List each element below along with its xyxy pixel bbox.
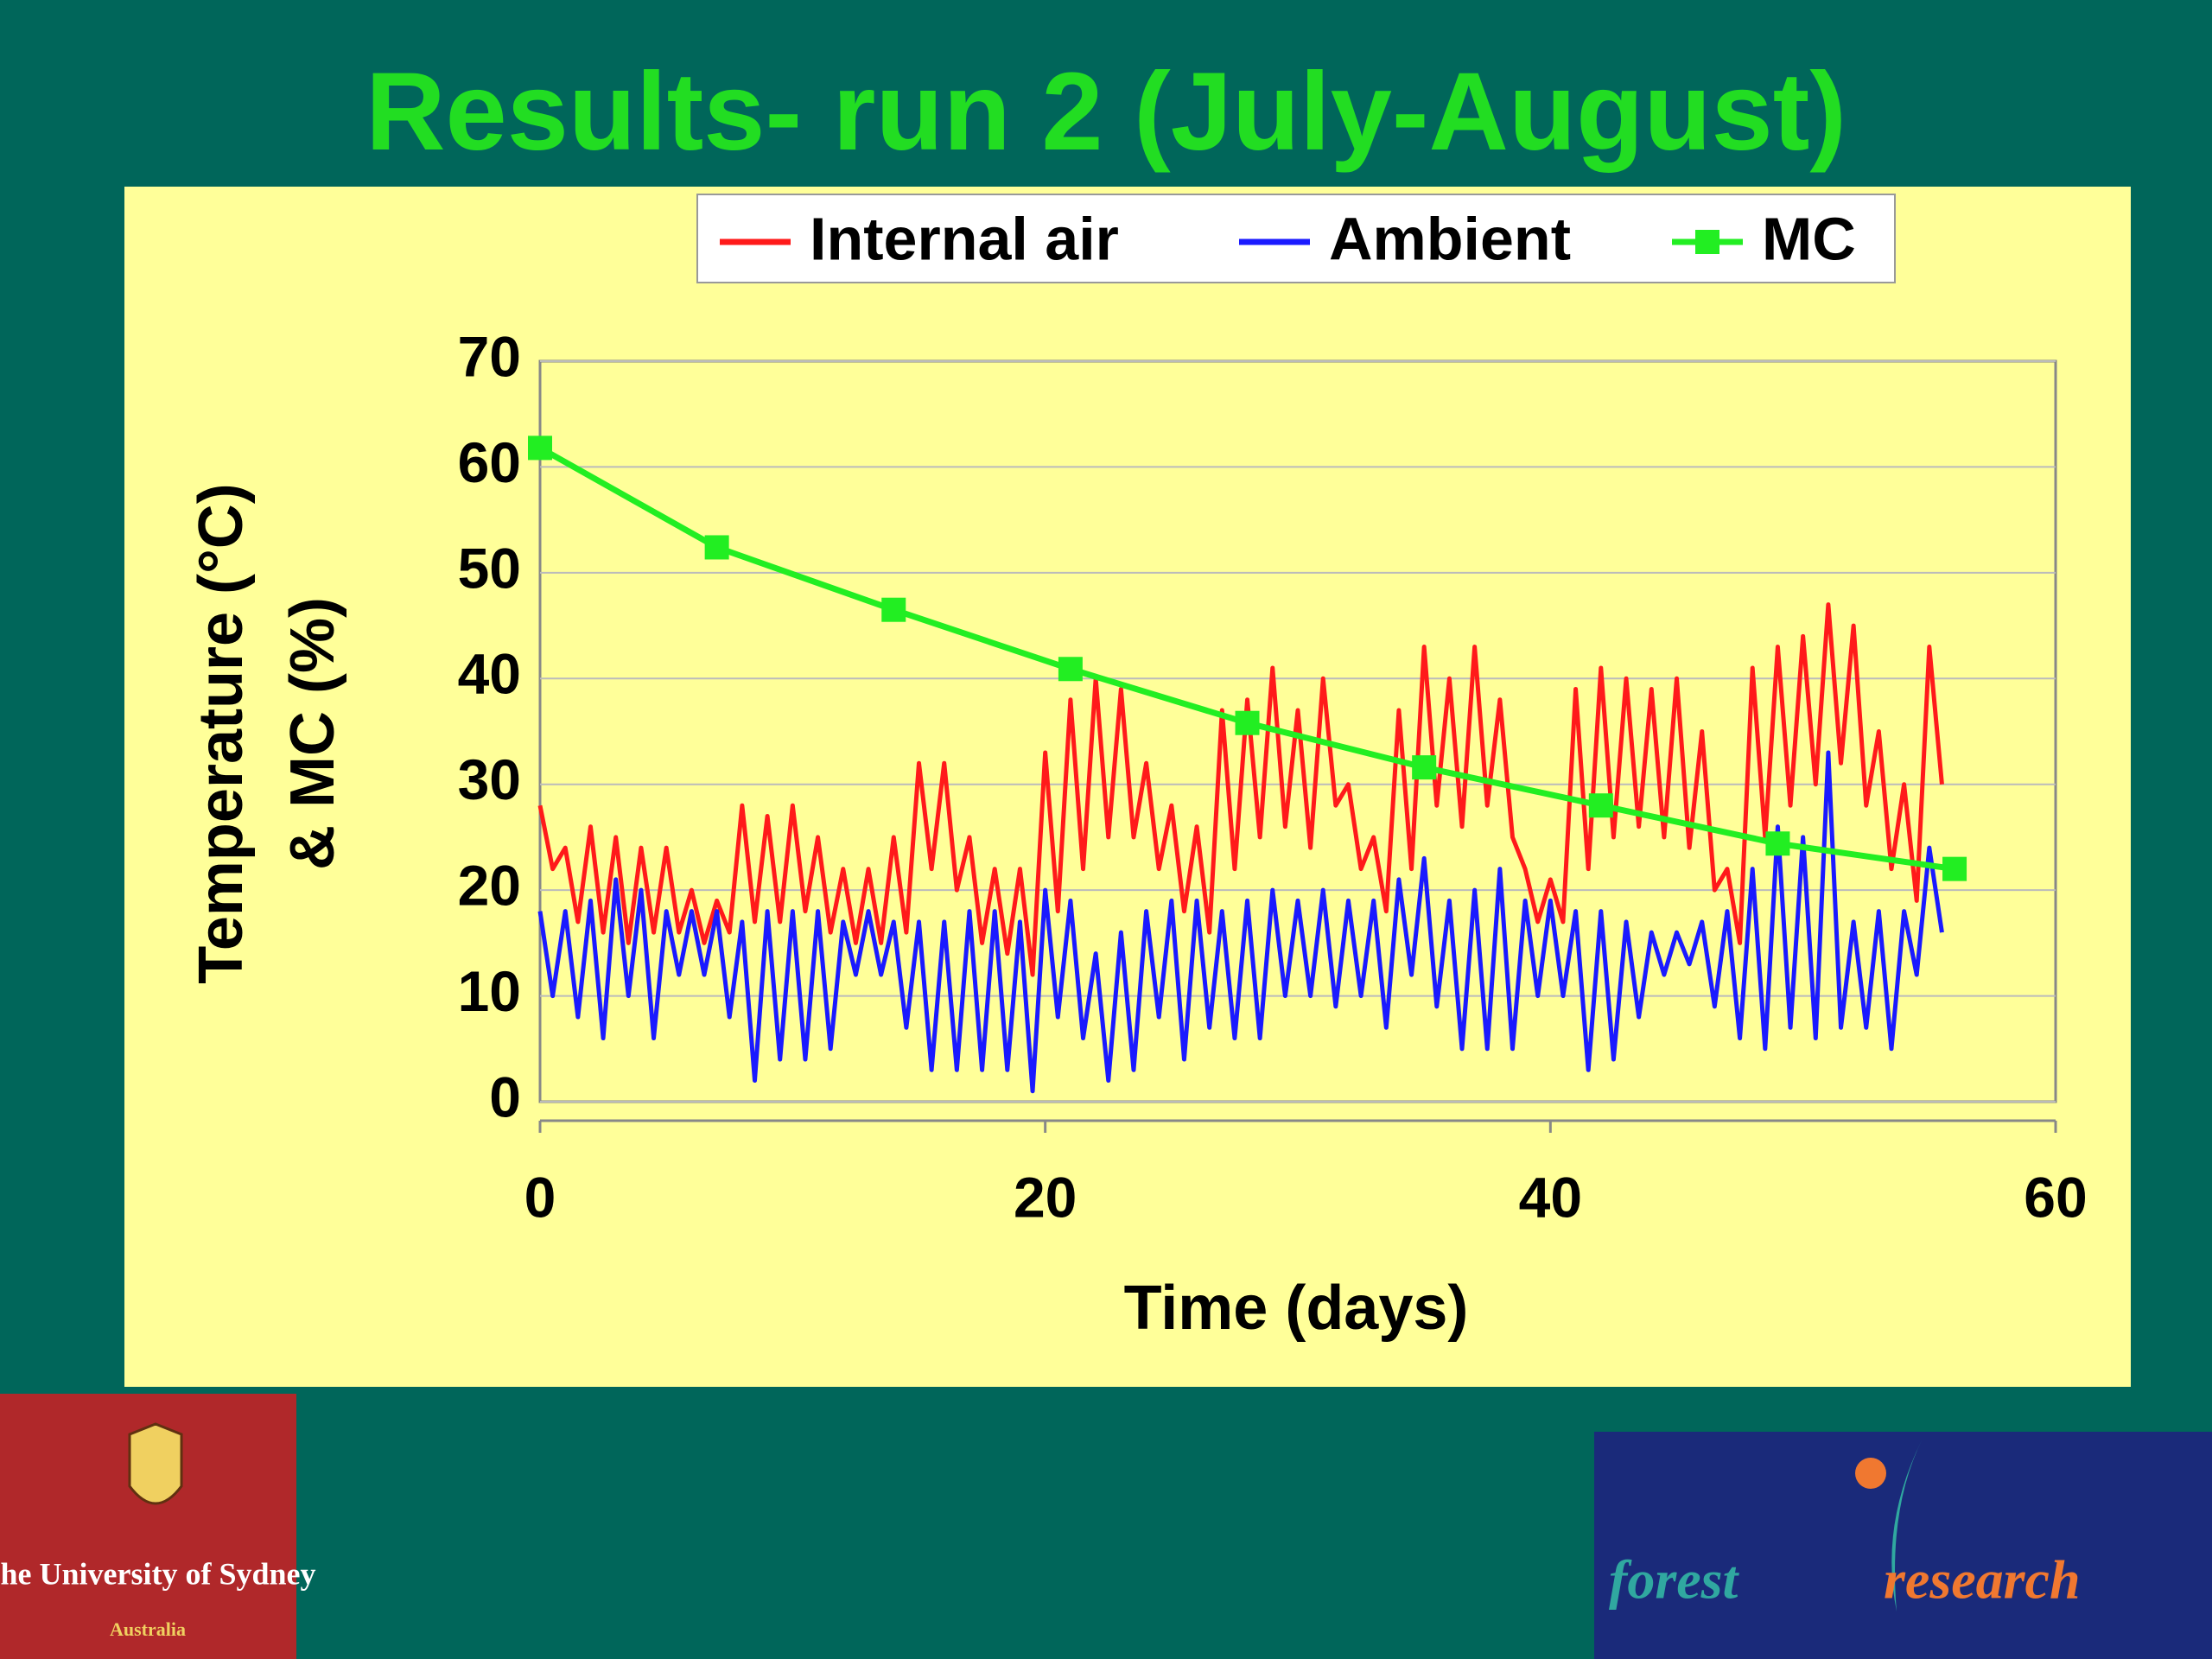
logo-background <box>1594 1432 2212 1659</box>
crest <box>128 1422 183 1505</box>
logo-figure <box>1855 1458 1886 1489</box>
forest-logo: forest research <box>1594 1432 2212 1659</box>
logo-text: The University of Sydney <box>0 1556 316 1591</box>
marker <box>528 435 552 461</box>
y-tick-label: 10 <box>458 959 521 1023</box>
slide-title: Results- run 2 (July-August) <box>365 50 1847 174</box>
x-tick-label: 40 <box>1519 1165 1582 1229</box>
y-tick-label: 40 <box>458 642 521 706</box>
y-tick-label: 0 <box>489 1065 521 1128</box>
y-axis-title: & MC (%) <box>278 597 347 870</box>
marker <box>881 597 906 622</box>
y-tick-label: 20 <box>458 854 521 918</box>
legend-label: MC <box>1762 205 1856 272</box>
marker <box>1235 710 1260 735</box>
series-line <box>537 602 1944 977</box>
legend-label: Internal air <box>810 205 1119 272</box>
y-axis-title: Temperature (°C) <box>187 483 256 984</box>
logo-text: forest <box>1609 1549 1740 1611</box>
x-tick-label: 20 <box>1014 1165 1077 1229</box>
x-tick-label: 60 <box>2024 1165 2087 1229</box>
marker <box>1058 657 1083 682</box>
logo-text: research <box>1884 1549 2081 1611</box>
series-line <box>537 750 1944 1094</box>
marker <box>1588 793 1613 818</box>
marker <box>1412 755 1437 780</box>
legend-label: Ambient <box>1329 205 1571 272</box>
logo-text: Australia <box>110 1618 186 1640</box>
marker <box>704 535 729 560</box>
marker <box>1765 831 1790 856</box>
y-tick-label: 50 <box>458 536 521 600</box>
x-axis-title: Time (days) <box>1124 1274 1469 1343</box>
x-tick-label: 0 <box>524 1165 556 1229</box>
y-tick-label: 70 <box>458 324 521 388</box>
legend-marker <box>1695 230 1719 254</box>
y-tick-label: 30 <box>458 747 521 811</box>
university-logo: The University of Sydney Australia <box>0 1394 316 1659</box>
marker <box>1942 856 1967 881</box>
logo-figure <box>1891 1439 1923 1611</box>
y-tick-label: 60 <box>458 430 521 494</box>
